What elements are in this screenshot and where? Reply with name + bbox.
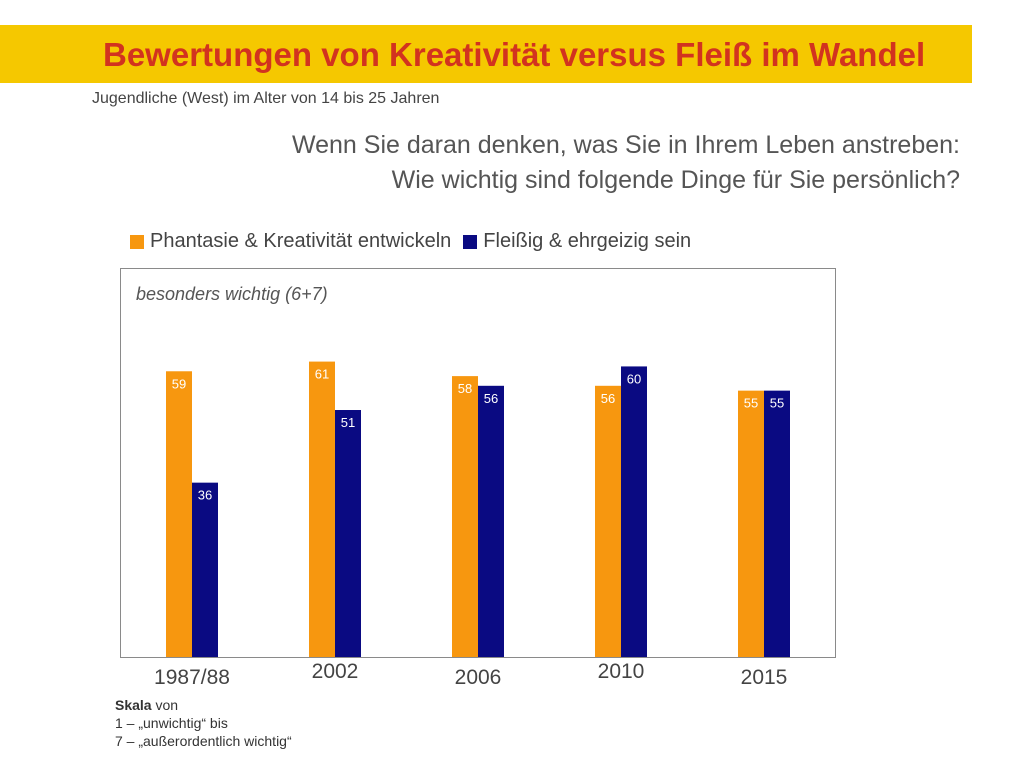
bar-kreativitaet-2 bbox=[452, 376, 478, 657]
data-label-fleiss-2: 56 bbox=[484, 391, 498, 406]
scale-line-2: 7 – „außerordentlich wichtig“ bbox=[115, 732, 292, 750]
data-label-kreativitaet-3: 56 bbox=[601, 391, 615, 406]
data-label-kreativitaet-0: 59 bbox=[172, 376, 186, 391]
scale-suffix: von bbox=[152, 697, 178, 713]
scale-note: Skala von 1 – „unwichtig“ bis 7 – „außer… bbox=[115, 696, 292, 750]
bar-fleiss-2 bbox=[478, 386, 504, 657]
scale-label: Skala bbox=[115, 697, 152, 713]
data-label-kreativitaet-2: 58 bbox=[458, 381, 472, 396]
bar-kreativitaet-0 bbox=[166, 371, 192, 657]
x-tick-label-0: 1987/88 bbox=[154, 666, 230, 689]
data-label-fleiss-1: 51 bbox=[341, 415, 355, 430]
data-label-kreativitaet-1: 61 bbox=[315, 367, 329, 382]
data-label-fleiss-4: 55 bbox=[770, 396, 784, 411]
bar-kreativitaet-1 bbox=[309, 362, 335, 657]
data-label-fleiss-3: 60 bbox=[627, 371, 641, 386]
data-label-kreativitaet-4: 55 bbox=[744, 396, 758, 411]
bar-chart: 59 36 1987/88 61 51 2002 58 56 2006 56 60 2010 55 55 2… bbox=[0, 0, 1024, 768]
x-tick-label-4: 2015 bbox=[741, 666, 788, 689]
scale-note-heading: Skala von bbox=[115, 696, 292, 714]
bar-kreativitaet-4 bbox=[738, 391, 764, 657]
bar-fleiss-0 bbox=[192, 483, 218, 657]
scale-line-1: 1 – „unwichtig“ bis bbox=[115, 714, 292, 732]
data-label-fleiss-0: 36 bbox=[198, 488, 212, 503]
x-tick-label-3: 2010 bbox=[598, 660, 645, 683]
bar-kreativitaet-3 bbox=[595, 386, 621, 657]
x-tick-label-1: 2002 bbox=[312, 660, 359, 683]
x-tick-label-2: 2006 bbox=[455, 666, 502, 689]
bar-fleiss-1 bbox=[335, 410, 361, 657]
bar-fleiss-4 bbox=[764, 391, 790, 657]
bar-fleiss-3 bbox=[621, 366, 647, 657]
